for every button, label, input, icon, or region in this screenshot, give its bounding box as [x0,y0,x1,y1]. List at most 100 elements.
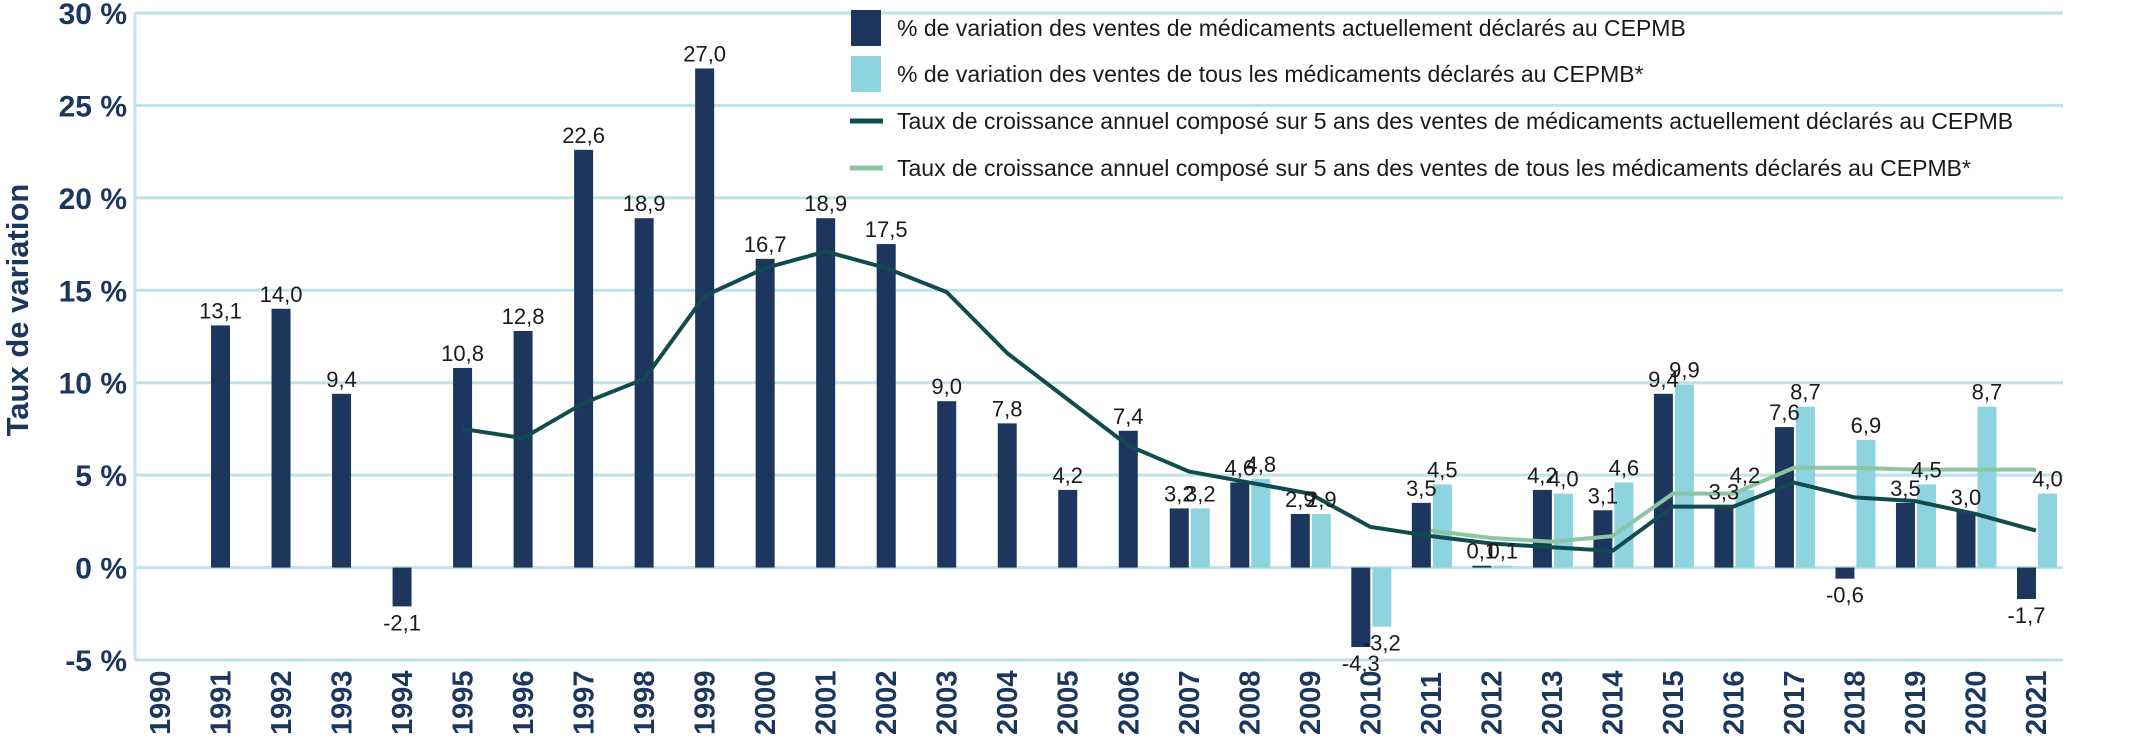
x-tick-label: 2005 [1053,670,1085,735]
x-tick-label: 1999 [690,670,722,735]
y-tick-label: 0 % [75,553,127,586]
x-tick-label: 2003 [932,670,964,735]
x-tick-label: 2016 [1718,670,1750,735]
bar-2017-actuels [1774,427,1794,568]
data-label: -4,3 [1342,651,1380,676]
x-tick-label: 2018 [1839,670,1871,735]
legend-swatch [851,10,881,46]
bar-2003-actuels [937,401,957,568]
data-label: 0,1 [1467,539,1498,564]
bar-2010-actuels [1351,567,1371,648]
data-label: 4,5 [1427,457,1458,482]
y-tick-label: 10 % [59,368,127,401]
data-labels: 13,1 14,0 9,4 -2,1 10,8 12,8 22,6 18,9 27,0 16,7 1… [199,41,2063,676]
y-tick-label: -5 % [65,645,127,678]
bar-1993-actuels [332,393,352,568]
data-label: 2,9 [1306,487,1337,512]
bar-2015-tous [1674,384,1694,568]
bar-2000-actuels [755,258,775,568]
x-tick-label: 2010 [1355,670,1387,735]
x-tick-label: 2002 [871,670,903,735]
x-tick-label: 1997 [569,670,601,735]
data-label: 3,2 [1185,481,1216,506]
x-tick-label: 2013 [1537,670,1569,735]
bars [211,68,2057,648]
data-label: 22,6 [562,123,605,148]
x-tick-label: 2000 [750,670,782,735]
legend-label: Taux de croissance annuel composé sur 5 … [897,155,1971,181]
bar-1996-actuels [513,330,533,568]
bar-2020-tous [1977,406,1997,568]
data-label: 18,9 [804,191,847,216]
x-tick-label: 1992 [266,670,298,735]
bar-1992-actuels [271,308,291,568]
data-label: 3,1 [1588,483,1619,508]
bar-2012-tous [1493,565,1513,568]
bar-2010-tous [1372,567,1392,627]
lines [462,249,2037,553]
data-label: 16,7 [744,232,787,257]
data-label: 18,9 [623,191,666,216]
y-tick-label: 30 % [59,0,127,31]
bar-2013-actuels [1532,489,1552,568]
data-label: 6,9 [1851,413,1882,438]
bar-2021-actuels [2017,567,2036,599]
data-label: 3,5 [1406,476,1437,501]
x-tick-label: 2017 [1779,670,1811,735]
bar-2012-actuels [1472,565,1492,568]
bar-2006-actuels [1118,430,1138,568]
bar-2018-tous [1856,440,1876,568]
x-tick-label: 1990 [145,670,177,735]
y-axis-ticks: -5 % 0 % 5 % 10 % 15 % 20 % 25 % 30 % [59,0,127,678]
data-label: 9,0 [931,374,962,399]
data-label: 7,4 [1113,404,1144,429]
bar-2001-actuels [816,218,836,568]
bar-2009-tous [1311,513,1331,568]
data-label: 13,1 [199,298,242,323]
data-label: 8,7 [1972,380,2003,405]
bar-2005-actuels [1058,489,1078,568]
y-tick-label: 15 % [59,275,127,308]
data-label: -2,1 [383,610,421,635]
x-tick-label: 1996 [508,670,540,735]
bar-2020-actuels [1956,512,1976,568]
data-label: 4,2 [1730,463,1761,488]
data-label: 4,0 [2032,467,2063,492]
x-tick-label: 1993 [327,670,359,735]
x-tick-label: 2015 [1658,670,1690,735]
bar-2018-actuels [1835,567,1855,579]
x-tick-label: 2019 [1900,670,1932,735]
x-tick-label: 2004 [992,670,1024,735]
bar-2016-actuels [1714,506,1734,568]
bar-2016-tous [1735,489,1755,568]
x-tick-label: 1991 [206,670,238,735]
bar-2015-actuels [1653,393,1673,568]
x-axis-ticks: 1990 1991 1992 1993 1994 1995 1996 1997 1998 1999… [145,670,2053,735]
bar-1991-actuels [211,325,231,568]
data-label: 3,0 [1951,485,1982,510]
bar-2008-actuels [1230,482,1250,568]
data-label: 0,1 [1488,539,1519,564]
x-tick-label: 2012 [1476,670,1508,735]
x-tick-label: 2009 [1295,670,1327,735]
data-label: 3,5 [1890,476,1921,501]
x-tick-label: 2014 [1597,670,1629,735]
legend-label: Taux de croissance annuel composé sur 5 … [897,108,2013,134]
bar-2007-actuels [1169,508,1189,568]
bar-2013-tous [1553,493,1573,568]
x-tick-label: 1998 [629,670,661,735]
data-label: 3,3 [1709,480,1740,505]
data-label: 4,6 [1224,456,1255,481]
legend-label: % de variation des ventes de médicaments… [897,15,1686,41]
data-label: 17,5 [865,217,908,242]
y-axis-label: Taux de variation [0,184,35,437]
bar-2002-actuels [876,244,896,568]
x-tick-label: 2020 [1960,670,1992,735]
data-label: 12,8 [502,304,545,329]
legend-label: % de variation des ventes de tous les mé… [897,61,1644,87]
bar-2021-tous [2038,493,2057,568]
data-label: 9,4 [1648,367,1679,392]
bar-1994-actuels [392,567,412,607]
y-tick-label: 20 % [59,183,127,216]
x-tick-label: 2006 [1113,670,1145,735]
